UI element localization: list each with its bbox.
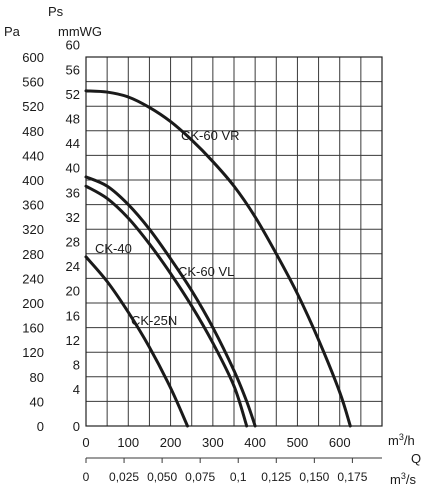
x-m3h-tick-label: 400 (244, 435, 266, 450)
series-line-ck-60-vl (84, 175, 257, 428)
x-m3s-tick-label: 0,150 (299, 470, 329, 484)
series-label-ck-25n: CK-25N (131, 313, 177, 328)
pa-tick-label: 280 (22, 247, 44, 262)
mmwg-tick-label: 36 (66, 185, 80, 200)
series-line-ck-25n (84, 255, 189, 428)
series-label-ck-60-vl: CK-60 VL (178, 264, 234, 279)
pa-tick-label: 200 (22, 296, 44, 311)
series-line-ck-60-vr (84, 89, 352, 428)
mmwg-tick-label: 44 (66, 136, 80, 151)
pa-tick-label: 120 (22, 345, 44, 360)
labels: Ps Pa mmWG m3/h Q m3/s 60056052048044040… (4, 4, 421, 487)
mmwg-tick-label: 0 (73, 419, 80, 434)
x-m3s-tick-label: 0,050 (147, 470, 177, 484)
pa-tick-label: 240 (22, 271, 44, 286)
mmwg-tick-label: 52 (66, 87, 80, 102)
mmwg-tick-label: 40 (66, 161, 80, 176)
x-m3h-tick-label: 300 (202, 435, 224, 450)
mmwg-tick-label: 60 (66, 38, 80, 53)
mmwg-tick-label: 56 (66, 62, 80, 77)
pa-tick-label: 80 (30, 370, 44, 385)
pa-tick-label: 560 (22, 75, 44, 90)
x-m3s-tick-label: 0,1 (230, 470, 247, 484)
mmwg-tick-label: 16 (66, 308, 80, 323)
x-m3s-tick-label: 0,025 (109, 470, 139, 484)
plot-frame (85, 56, 383, 427)
x-m3s-tick-label: 0,175 (337, 470, 367, 484)
x-m3h-tick-label: 600 (329, 435, 351, 450)
pa-tick-label: 40 (30, 394, 44, 409)
pa-tick-label: 600 (22, 50, 44, 65)
x-q-label: Q (411, 451, 421, 466)
curves (84, 89, 352, 428)
ps-header: Ps (48, 4, 64, 19)
x-m3h-tick-label: 0 (82, 435, 89, 450)
mmwg-tick-label: 48 (66, 112, 80, 127)
pa-tick-label: 520 (22, 99, 44, 114)
mmwg-tick-label: 12 (66, 333, 80, 348)
grid (85, 56, 383, 463)
x-m3h-tick-label: 500 (287, 435, 309, 450)
mmwg-header: mmWG (58, 24, 102, 39)
mmwg-tick-label: 20 (66, 284, 80, 299)
x-m3h-tick-label: 200 (160, 435, 182, 450)
x-unit-m3s: m3/s (390, 471, 416, 487)
x-m3s-tick-label: 0 (83, 470, 90, 484)
series-label-ck-40: CK-40 (95, 241, 132, 256)
pa-tick-label: 360 (22, 198, 44, 213)
pa-tick-label: 0 (37, 419, 44, 434)
pa-tick-label: 320 (22, 222, 44, 237)
x-m3s-tick-label: 0,075 (185, 470, 215, 484)
pa-header: Pa (4, 24, 21, 39)
mmwg-tick-label: 4 (73, 382, 80, 397)
series-label-ck-60-vr: CK-60 VR (181, 128, 240, 143)
x-unit-m3h: m3/h (388, 432, 415, 448)
x-m3s-tick-label: 0,125 (261, 470, 291, 484)
x-m3h-tick-label: 100 (117, 435, 139, 450)
mmwg-tick-label: 8 (73, 358, 80, 373)
series-line-ck-40 (84, 184, 249, 428)
pa-tick-label: 400 (22, 173, 44, 188)
mmwg-tick-label: 24 (66, 259, 80, 274)
mmwg-tick-label: 32 (66, 210, 80, 225)
mmwg-tick-label: 28 (66, 235, 80, 250)
pa-tick-label: 480 (22, 124, 44, 139)
pa-tick-label: 440 (22, 148, 44, 163)
pa-tick-label: 160 (22, 321, 44, 336)
